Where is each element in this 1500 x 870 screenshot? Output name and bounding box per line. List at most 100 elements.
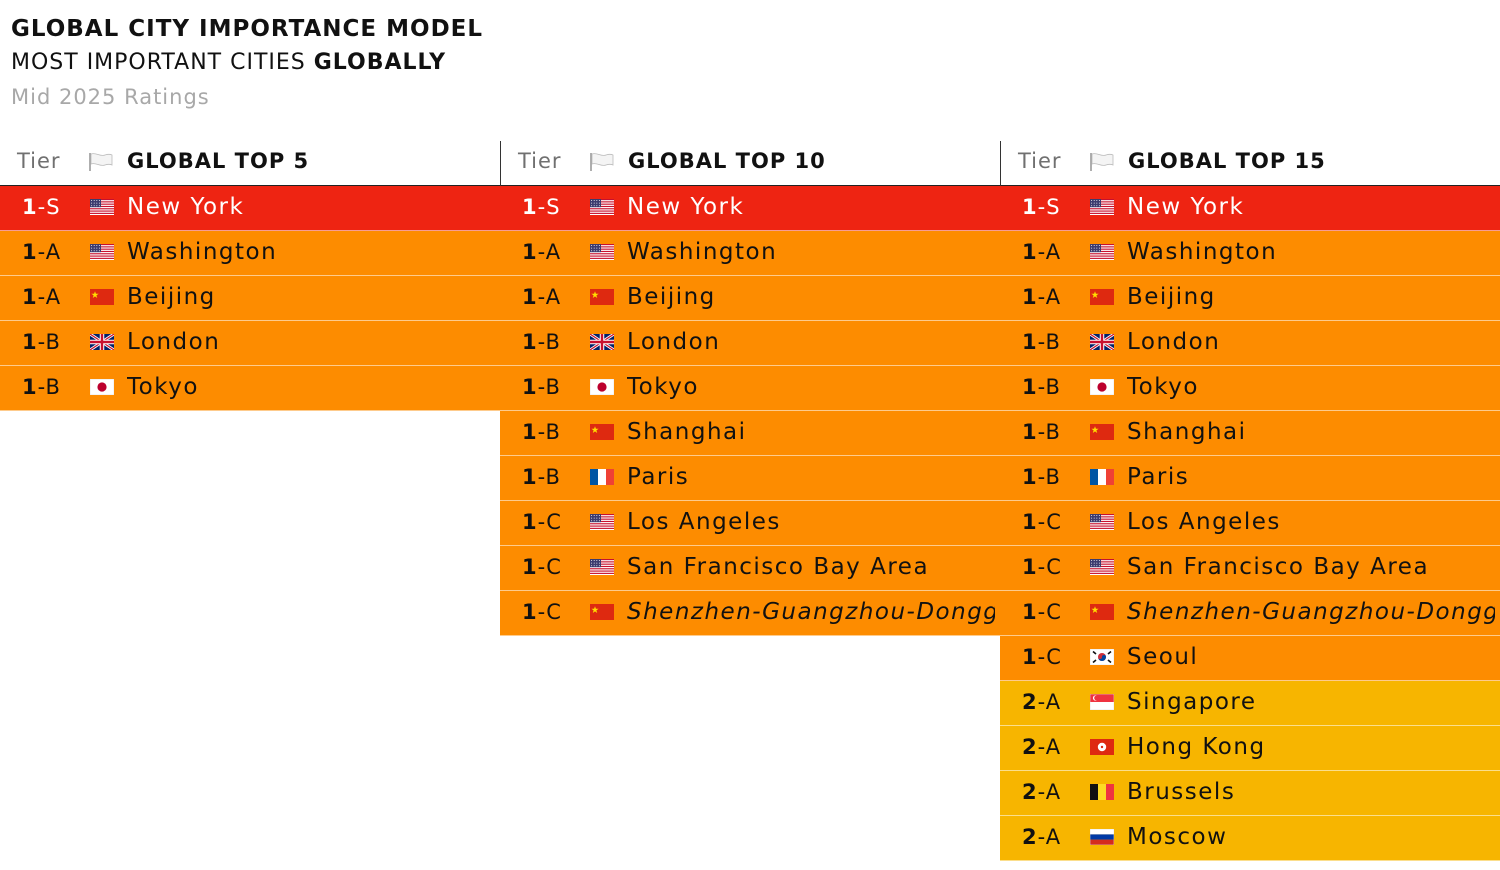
- city-name: London: [127, 329, 221, 355]
- city-name: Tokyo: [627, 374, 699, 400]
- tier-label: 1-B: [22, 330, 61, 354]
- column-title: GLOBAL TOP 15: [1128, 149, 1326, 173]
- tier-minor: -S: [537, 195, 561, 219]
- city-row: 1-C Los Angeles: [1000, 501, 1500, 546]
- tier-major: 1: [1022, 285, 1038, 309]
- subtitle-bold: GLOBALLY: [313, 50, 447, 75]
- tier-minor: -S: [1037, 195, 1061, 219]
- tier-major: 2: [1022, 735, 1038, 759]
- city-row: 2-A Brussels: [1000, 771, 1500, 816]
- tier-header: Tier: [17, 149, 61, 173]
- china-flag-icon: [90, 289, 114, 309]
- tier-major: 1: [22, 240, 38, 264]
- city-row: 1-A Beijing: [0, 276, 500, 321]
- uk-flag-icon: [589, 332, 615, 354]
- tier-label: 1-C: [522, 600, 562, 624]
- white-flag-icon: [589, 152, 615, 176]
- tier-major: 1: [1022, 375, 1038, 399]
- city-name: Shenzhen-Guangzhou-Dongg: [627, 599, 995, 625]
- tier-minor: -B: [37, 375, 61, 399]
- tier-major: 1: [22, 195, 38, 219]
- city-name: New York: [1127, 194, 1245, 220]
- tier-minor: -B: [1037, 330, 1061, 354]
- tier-label: 1-B: [1022, 330, 1061, 354]
- tier-major: 1: [1022, 240, 1038, 264]
- page-subtitle: MOST IMPORTANT CITIES GLOBALLY: [11, 46, 483, 80]
- tier-major: 1: [522, 240, 538, 264]
- city-row: 2-A Moscow: [1000, 816, 1500, 861]
- page-title: GLOBAL CITY IMPORTANCE MODEL: [11, 16, 484, 42]
- city-row: 1-B Paris: [1000, 456, 1500, 501]
- us-flag-icon: [590, 244, 614, 264]
- china-flag-icon: [1090, 289, 1114, 309]
- city-row: 2-A Singapore: [1000, 681, 1500, 726]
- city-row: 1-B London: [0, 321, 500, 366]
- tier-major: 2: [1022, 825, 1038, 849]
- tier-major: 1: [22, 330, 38, 354]
- tier-major: 2: [1022, 780, 1038, 804]
- tier-label: 2-A: [1022, 825, 1061, 849]
- tier-label: 1-B: [522, 330, 561, 354]
- city-row: 1-B Tokyo: [1000, 366, 1500, 411]
- city-row: 1-B Shanghai: [1000, 411, 1500, 456]
- tier-label: 1-A: [22, 285, 61, 309]
- tier-major: 1: [1022, 555, 1038, 579]
- tier-major: 1: [522, 555, 538, 579]
- tier-major: 1: [522, 195, 538, 219]
- tier-minor: -C: [1037, 645, 1062, 669]
- city-row: 1-B Shanghai: [500, 411, 1001, 456]
- city-row: 1-C Shenzhen-Guangzhou-Dongg: [1000, 591, 1500, 636]
- us-flag-icon: [590, 514, 614, 534]
- city-name: San Francisco Bay Area: [1127, 554, 1430, 580]
- city-row: 1-C Seoul: [1000, 636, 1500, 681]
- column-header: Tier GLOBAL TOP 10: [501, 141, 1001, 186]
- city-name: Beijing: [1127, 284, 1216, 310]
- tier-label: 1-C: [522, 555, 562, 579]
- tier-minor: -B: [537, 330, 561, 354]
- city-name: New York: [627, 194, 745, 220]
- tier-major: 1: [22, 375, 38, 399]
- city-name: Hong Kong: [1127, 734, 1266, 760]
- tier-label: 1-C: [1022, 645, 1062, 669]
- tier-minor: -A: [37, 240, 62, 264]
- uk-flag-icon: [89, 332, 115, 354]
- france-flag-icon: [590, 469, 614, 489]
- tier-label: 1-B: [1022, 420, 1061, 444]
- city-row: 1-A Washington: [500, 231, 1001, 276]
- tier-major: 1: [1022, 510, 1038, 534]
- tier-major: 1: [522, 510, 538, 534]
- city-row: 1-C San Francisco Bay Area: [1000, 546, 1500, 591]
- city-name: San Francisco Bay Area: [627, 554, 930, 580]
- tier-label: 1-A: [522, 285, 561, 309]
- tier-major: 1: [1022, 645, 1038, 669]
- tier-minor: -A: [1037, 735, 1062, 759]
- city-row: 1-B London: [500, 321, 1001, 366]
- rank-rows: 1-S New York 1-A Washington 1-A Beijing 1-B Lon…: [0, 186, 500, 411]
- column-title: GLOBAL TOP 5: [127, 149, 310, 173]
- city-row: 1-S New York: [500, 186, 1001, 231]
- city-row: 1-C Shenzhen-Guangzhou-Dongg: [500, 591, 1001, 636]
- tier-minor: -B: [537, 465, 561, 489]
- city-row: 1-A Beijing: [1000, 276, 1500, 321]
- column-top-10: Tier GLOBAL TOP 10 1-S New York 1-A Washing…: [500, 141, 1001, 636]
- tier-label: 1-B: [22, 375, 61, 399]
- tier-major: 1: [1022, 465, 1038, 489]
- japan-flag-icon: [1089, 378, 1115, 399]
- tier-label: 1-B: [522, 375, 561, 399]
- tier-label: 1-B: [1022, 375, 1061, 399]
- tier-major: 2: [1022, 690, 1038, 714]
- tier-major: 1: [1022, 195, 1038, 219]
- city-name: Washington: [1127, 239, 1278, 265]
- tier-major: 1: [1022, 330, 1038, 354]
- tier-minor: -C: [537, 510, 562, 534]
- tier-label: 1-S: [1022, 195, 1061, 219]
- tier-major: 1: [522, 285, 538, 309]
- tier-label: 1-A: [1022, 240, 1061, 264]
- city-name: Washington: [127, 239, 278, 265]
- city-name: Beijing: [627, 284, 716, 310]
- city-row: 1-A Washington: [0, 231, 500, 276]
- tier-minor: -A: [1037, 825, 1062, 849]
- tier-minor: -C: [537, 600, 562, 624]
- tier-major: 1: [522, 375, 538, 399]
- subtitle-prefix: MOST IMPORTANT CITIES: [11, 50, 314, 75]
